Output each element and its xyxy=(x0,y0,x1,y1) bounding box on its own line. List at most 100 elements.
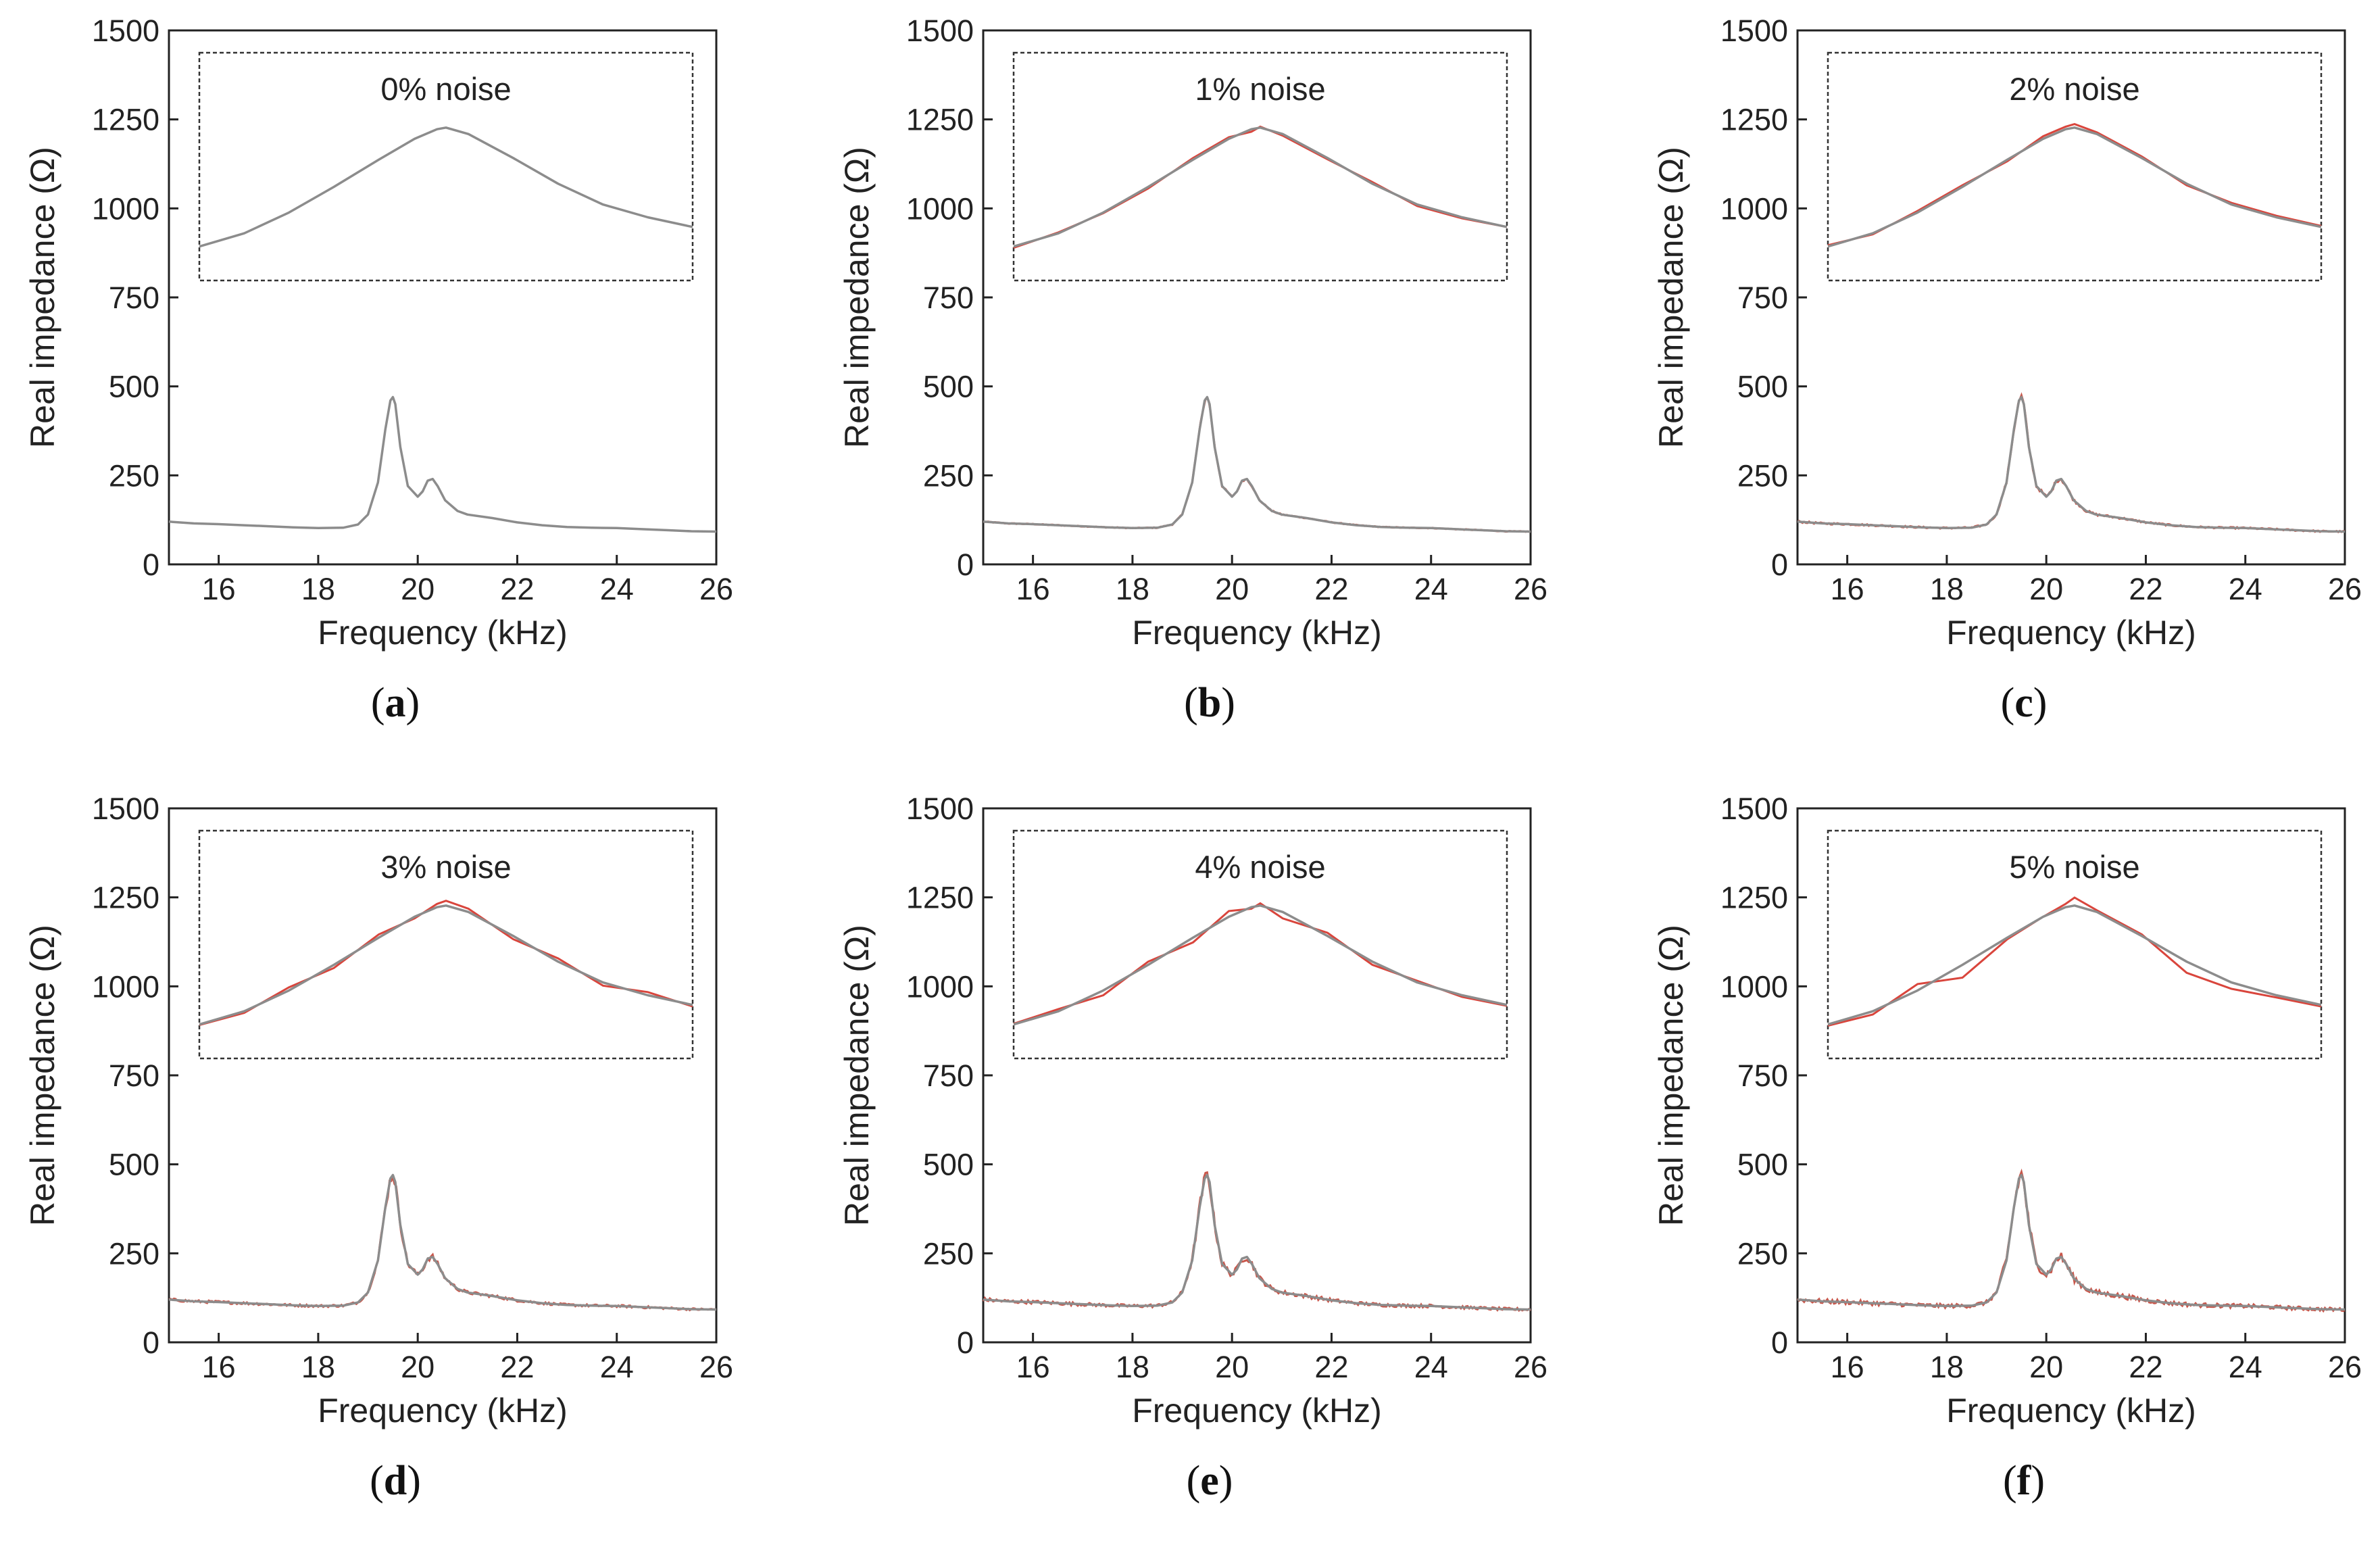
inset-frame xyxy=(1012,829,1508,1060)
y-axis-label: Real impedance (Ω) xyxy=(1652,925,1690,1226)
y-tick-label: 500 xyxy=(923,370,974,404)
x-tick-label: 16 xyxy=(202,572,236,606)
panel-label-a: (a) xyxy=(370,680,420,726)
reference-spectrum-line xyxy=(168,1173,717,1311)
reference-spectrum-line xyxy=(1797,395,2346,533)
x-tick-label: 24 xyxy=(1414,572,1448,606)
inset-reference-line xyxy=(1013,904,1508,1026)
reference-spectrum-line xyxy=(983,1173,1531,1311)
inset-noisy-line xyxy=(1013,902,1508,1025)
x-axis-label: Frequency (kHz) xyxy=(1132,1392,1382,1429)
x-tick-label: 16 xyxy=(1016,1350,1050,1384)
y-tick-label: 250 xyxy=(109,458,159,493)
y-tick-label: 250 xyxy=(1737,458,1788,493)
panel-letter: b xyxy=(1197,680,1222,726)
x-tick-label: 16 xyxy=(1831,1350,1864,1384)
x-tick-label: 18 xyxy=(1116,572,1149,606)
x-tick-label: 18 xyxy=(301,1350,335,1384)
y-tick-label: 750 xyxy=(923,280,974,315)
y-tick-label: 1500 xyxy=(1720,791,1788,826)
y-tick-label: 750 xyxy=(1737,1058,1788,1093)
panel-letter: f xyxy=(2016,1458,2031,1504)
reference-spectrum-line xyxy=(168,395,717,533)
y-tick-label: 750 xyxy=(109,1058,159,1093)
chart-panel-a: 0 250 500 750 1000 1250 1500 16 18 20 22 24 26 Freque… xyxy=(24,14,733,652)
x-axis-label: Frequency (kHz) xyxy=(1132,614,1382,652)
y-tick-label: 1000 xyxy=(92,969,159,1004)
panel-letter: e xyxy=(1200,1458,1219,1504)
noisy-spectrum-line xyxy=(168,1174,717,1312)
inset-title: 3% noise xyxy=(380,849,511,885)
y-tick-label: 1500 xyxy=(1720,14,1788,48)
y-tick-label: 750 xyxy=(923,1058,974,1093)
panel-label-c: (c) xyxy=(2000,680,2048,726)
x-tick-label: 20 xyxy=(2029,572,2063,606)
chart-panel-b: 0 250 500 750 1000 1250 1500 16 18 20 22 24 26 Freque… xyxy=(838,14,1547,652)
x-tick-label: 22 xyxy=(2129,1350,2162,1384)
y-tick-label: 0 xyxy=(143,547,159,582)
x-tick-label: 20 xyxy=(1215,572,1249,606)
panel-label-b: (b) xyxy=(1184,680,1235,726)
reference-spectrum-line xyxy=(983,395,1531,533)
plot-frame xyxy=(982,29,1532,566)
y-tick-label: 500 xyxy=(1737,1148,1788,1182)
inset-title: 1% noise xyxy=(1195,71,1325,107)
plot-frame xyxy=(168,29,718,566)
chart-panel-c: 0 250 500 750 1000 1250 1500 16 18 20 22 24 26 Freque… xyxy=(1652,14,2362,652)
y-tick-label: 1500 xyxy=(906,791,974,826)
x-axis-label: Frequency (kHz) xyxy=(1946,614,2196,652)
y-tick-label: 1500 xyxy=(92,14,159,48)
inset-frame xyxy=(1827,51,2323,282)
inset-noisy-line xyxy=(1827,123,2322,247)
y-axis-label: Real impedance (Ω) xyxy=(838,147,876,448)
x-tick-label: 24 xyxy=(2229,1350,2262,1384)
inset-reference-line xyxy=(1827,904,2322,1026)
noisy-spectrum-line xyxy=(1797,392,2346,534)
inset-frame xyxy=(1827,829,2323,1060)
y-tick-label: 750 xyxy=(109,280,159,315)
y-tick-label: 1250 xyxy=(1720,881,1788,915)
x-tick-label: 24 xyxy=(600,572,634,606)
inset-reference-line xyxy=(1827,126,2322,248)
y-tick-label: 250 xyxy=(109,1236,159,1271)
y-tick-label: 1000 xyxy=(1720,969,1788,1004)
panel-letter: a xyxy=(385,680,406,726)
panel-label-d: (d) xyxy=(370,1458,421,1504)
x-tick-label: 18 xyxy=(301,572,335,606)
y-tick-label: 1250 xyxy=(1720,103,1788,137)
x-tick-label: 24 xyxy=(2229,572,2262,606)
x-tick-label: 26 xyxy=(1514,1350,1547,1384)
plot-frame xyxy=(1796,29,2346,566)
x-tick-label: 20 xyxy=(1215,1350,1249,1384)
chart-panel-d: 0 250 500 750 1000 1250 1500 16 18 20 22 24 26 Freque… xyxy=(24,791,733,1429)
y-tick-label: 0 xyxy=(957,547,974,582)
x-tick-label: 16 xyxy=(1831,572,1864,606)
x-tick-label: 18 xyxy=(1930,572,1964,606)
x-tick-label: 20 xyxy=(2029,1350,2063,1384)
noisy-spectrum-line xyxy=(982,1171,1532,1312)
inset-title: 5% noise xyxy=(2009,849,2139,885)
x-axis-label: Frequency (kHz) xyxy=(1946,1392,2196,1429)
y-tick-label: 500 xyxy=(109,1148,159,1182)
x-tick-label: 26 xyxy=(1514,572,1547,606)
x-axis-label: Frequency (kHz) xyxy=(318,1392,568,1429)
x-tick-label: 26 xyxy=(2328,1350,2362,1384)
plot-frame xyxy=(1796,807,2346,1344)
x-tick-label: 20 xyxy=(401,1350,435,1384)
y-tick-label: 1250 xyxy=(92,881,159,915)
y-tick-label: 250 xyxy=(1737,1236,1788,1271)
y-tick-label: 500 xyxy=(1737,370,1788,404)
inset-noisy-line xyxy=(1013,125,1508,249)
x-tick-label: 22 xyxy=(500,1350,534,1384)
y-tick-label: 1500 xyxy=(906,14,974,48)
y-tick-label: 0 xyxy=(1771,547,1788,582)
x-tick-label: 16 xyxy=(202,1350,236,1384)
plot-frame xyxy=(982,807,1532,1344)
y-tick-label: 0 xyxy=(1771,1325,1788,1360)
y-tick-label: 1000 xyxy=(92,191,159,226)
y-tick-label: 750 xyxy=(1737,280,1788,315)
y-tick-label: 1250 xyxy=(92,103,159,137)
y-tick-label: 1500 xyxy=(92,791,159,826)
y-axis-label: Real impedance (Ω) xyxy=(24,147,61,448)
